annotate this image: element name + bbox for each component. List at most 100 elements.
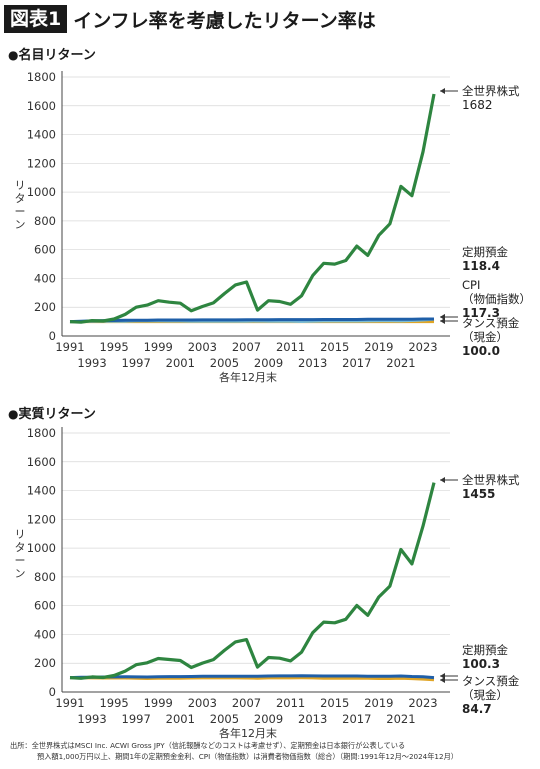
x-tick-label: 2001 <box>166 356 195 370</box>
x-tick-label: 1993 <box>77 712 106 726</box>
y-tick-label: 1400 <box>27 484 56 498</box>
y-tick-label: 1200 <box>27 512 56 526</box>
x-axis-label: 各年12月末 <box>219 726 277 739</box>
y-axis-label: リターン <box>15 179 26 231</box>
arrow-icon <box>440 88 445 94</box>
chart1-heading: ●名目リターン <box>8 44 96 63</box>
series-line <box>69 93 436 324</box>
x-tick-label: 2013 <box>298 356 327 370</box>
series-name-label: 全世界株式 <box>462 84 520 98</box>
x-axis-label: 各年12月末 <box>219 370 277 384</box>
x-tick-label: 1997 <box>122 356 151 370</box>
x-tick-label: 2005 <box>210 712 239 726</box>
source-line-1: 出所：全世界株式はMSCI Inc. ACWI Gross JPY（信託報酬など… <box>10 741 406 750</box>
arrow-icon <box>440 318 445 324</box>
x-tick-label: 2011 <box>276 696 305 710</box>
series-end-value: 84.7 <box>462 702 492 716</box>
x-tick-label: 1995 <box>99 696 128 710</box>
x-tick-label: 1991 <box>55 696 84 710</box>
series-line <box>69 482 436 680</box>
y-tick-label: 0 <box>49 685 56 699</box>
x-tick-label: 2019 <box>364 340 393 354</box>
series-end-value: 100.3 <box>462 657 500 671</box>
x-tick-label: 2009 <box>254 712 283 726</box>
figure-number-badge: 図表1 <box>4 5 68 33</box>
y-tick-label: 400 <box>34 627 56 641</box>
x-tick-label: 2007 <box>232 340 261 354</box>
series-line <box>69 674 435 680</box>
y-tick-label: 1000 <box>27 541 56 555</box>
x-tick-label: 2023 <box>408 340 437 354</box>
arrow-icon <box>440 677 445 683</box>
x-tick-label: 2021 <box>386 356 415 370</box>
x-tick-label: 2005 <box>210 356 239 370</box>
y-axis-label: リターン <box>15 528 26 580</box>
series-name-label: 全世界株式 <box>462 473 520 487</box>
x-tick-label: 2003 <box>188 696 217 710</box>
series-name-label: （現金） <box>462 330 508 344</box>
y-tick-label: 800 <box>34 214 56 228</box>
series-end-value: 1455 <box>462 487 495 501</box>
x-tick-label: 1997 <box>122 712 151 726</box>
x-tick-label: 2017 <box>342 712 371 726</box>
y-tick-label: 600 <box>34 599 56 613</box>
series-end-value: 1682 <box>462 98 493 112</box>
y-tick-label: 800 <box>34 570 56 584</box>
x-tick-label: 2015 <box>320 340 349 354</box>
y-tick-label: 1200 <box>27 156 56 170</box>
series-line <box>69 317 434 324</box>
y-tick-label: 1600 <box>27 455 56 469</box>
series-end-value: 117.3 <box>462 306 500 320</box>
y-tick-label: 600 <box>34 243 56 257</box>
bullet-icon: ● <box>8 48 19 62</box>
x-tick-label: 2023 <box>408 696 437 710</box>
x-tick-label: 2007 <box>232 696 261 710</box>
nominal-return-chart: 0 200 400 600 800 1000 1200 1400 1600 1800 1991 199… <box>15 70 532 384</box>
x-tick-label: 2009 <box>254 356 283 370</box>
arrow-icon <box>440 673 445 679</box>
y-tick-label: 0 <box>49 329 56 343</box>
x-tick-label: 2003 <box>188 340 217 354</box>
x-tick-label: 2001 <box>166 712 195 726</box>
source-line-2: 預入額1,000万円以上、期間1年の定期預金金利、CPI（物価指数）は消費者物価… <box>37 752 458 761</box>
series-name-label: （物価指数） <box>462 292 531 306</box>
arrow-icon <box>440 314 445 320</box>
series-end-value: 100.0 <box>462 344 500 358</box>
x-tick-label: 1995 <box>99 340 128 354</box>
chart2-title: 実質リターン <box>18 407 96 422</box>
x-tick-label: 2013 <box>298 712 327 726</box>
x-tick-label: 2017 <box>342 356 371 370</box>
bullet-icon: ● <box>8 407 19 421</box>
y-tick-label: 1800 <box>27 70 56 84</box>
series-name-label: 定期預金 <box>462 245 508 259</box>
y-tick-label: 1400 <box>27 128 56 142</box>
x-tick-label: 1999 <box>144 696 173 710</box>
series-name-label: （現金） <box>462 688 508 702</box>
series-name-label: CPI <box>462 278 480 292</box>
x-tick-label: 1991 <box>55 340 84 354</box>
y-tick-label: 200 <box>34 656 56 670</box>
figure-header: 図表1 インフレ率を考慮したリターン率は <box>4 4 376 34</box>
x-tick-label: 2021 <box>386 712 415 726</box>
chart2-heading: ●実質リターン <box>8 403 96 422</box>
y-tick-label: 1600 <box>27 99 56 113</box>
y-tick-label: 1800 <box>27 426 56 440</box>
x-tick-label: 2011 <box>276 340 305 354</box>
x-tick-label: 1999 <box>144 340 173 354</box>
series-end-value: 118.4 <box>462 259 500 273</box>
y-tick-label: 400 <box>34 271 56 285</box>
series-name-label: 定期預金 <box>462 643 508 657</box>
chart1-title: 名目リターン <box>18 48 96 63</box>
source-note: 出所：全世界株式はMSCI Inc. ACWI Gross JPY（信託報酬など… <box>10 740 530 762</box>
series-name-label: タンス預金 <box>462 674 520 688</box>
x-tick-label: 2015 <box>320 696 349 710</box>
arrow-icon <box>440 477 445 483</box>
x-tick-label: 2019 <box>364 696 393 710</box>
y-tick-label: 1000 <box>27 185 56 199</box>
real-return-chart: 0 200 400 600 800 1000 1200 1400 1600 1800 1991 199… <box>15 426 520 739</box>
series-name-label: タンス預金 <box>462 316 520 330</box>
x-tick-label: 1993 <box>77 356 106 370</box>
figure-title: インフレ率を考慮したリターン率は <box>73 9 376 32</box>
y-tick-label: 200 <box>34 300 56 314</box>
